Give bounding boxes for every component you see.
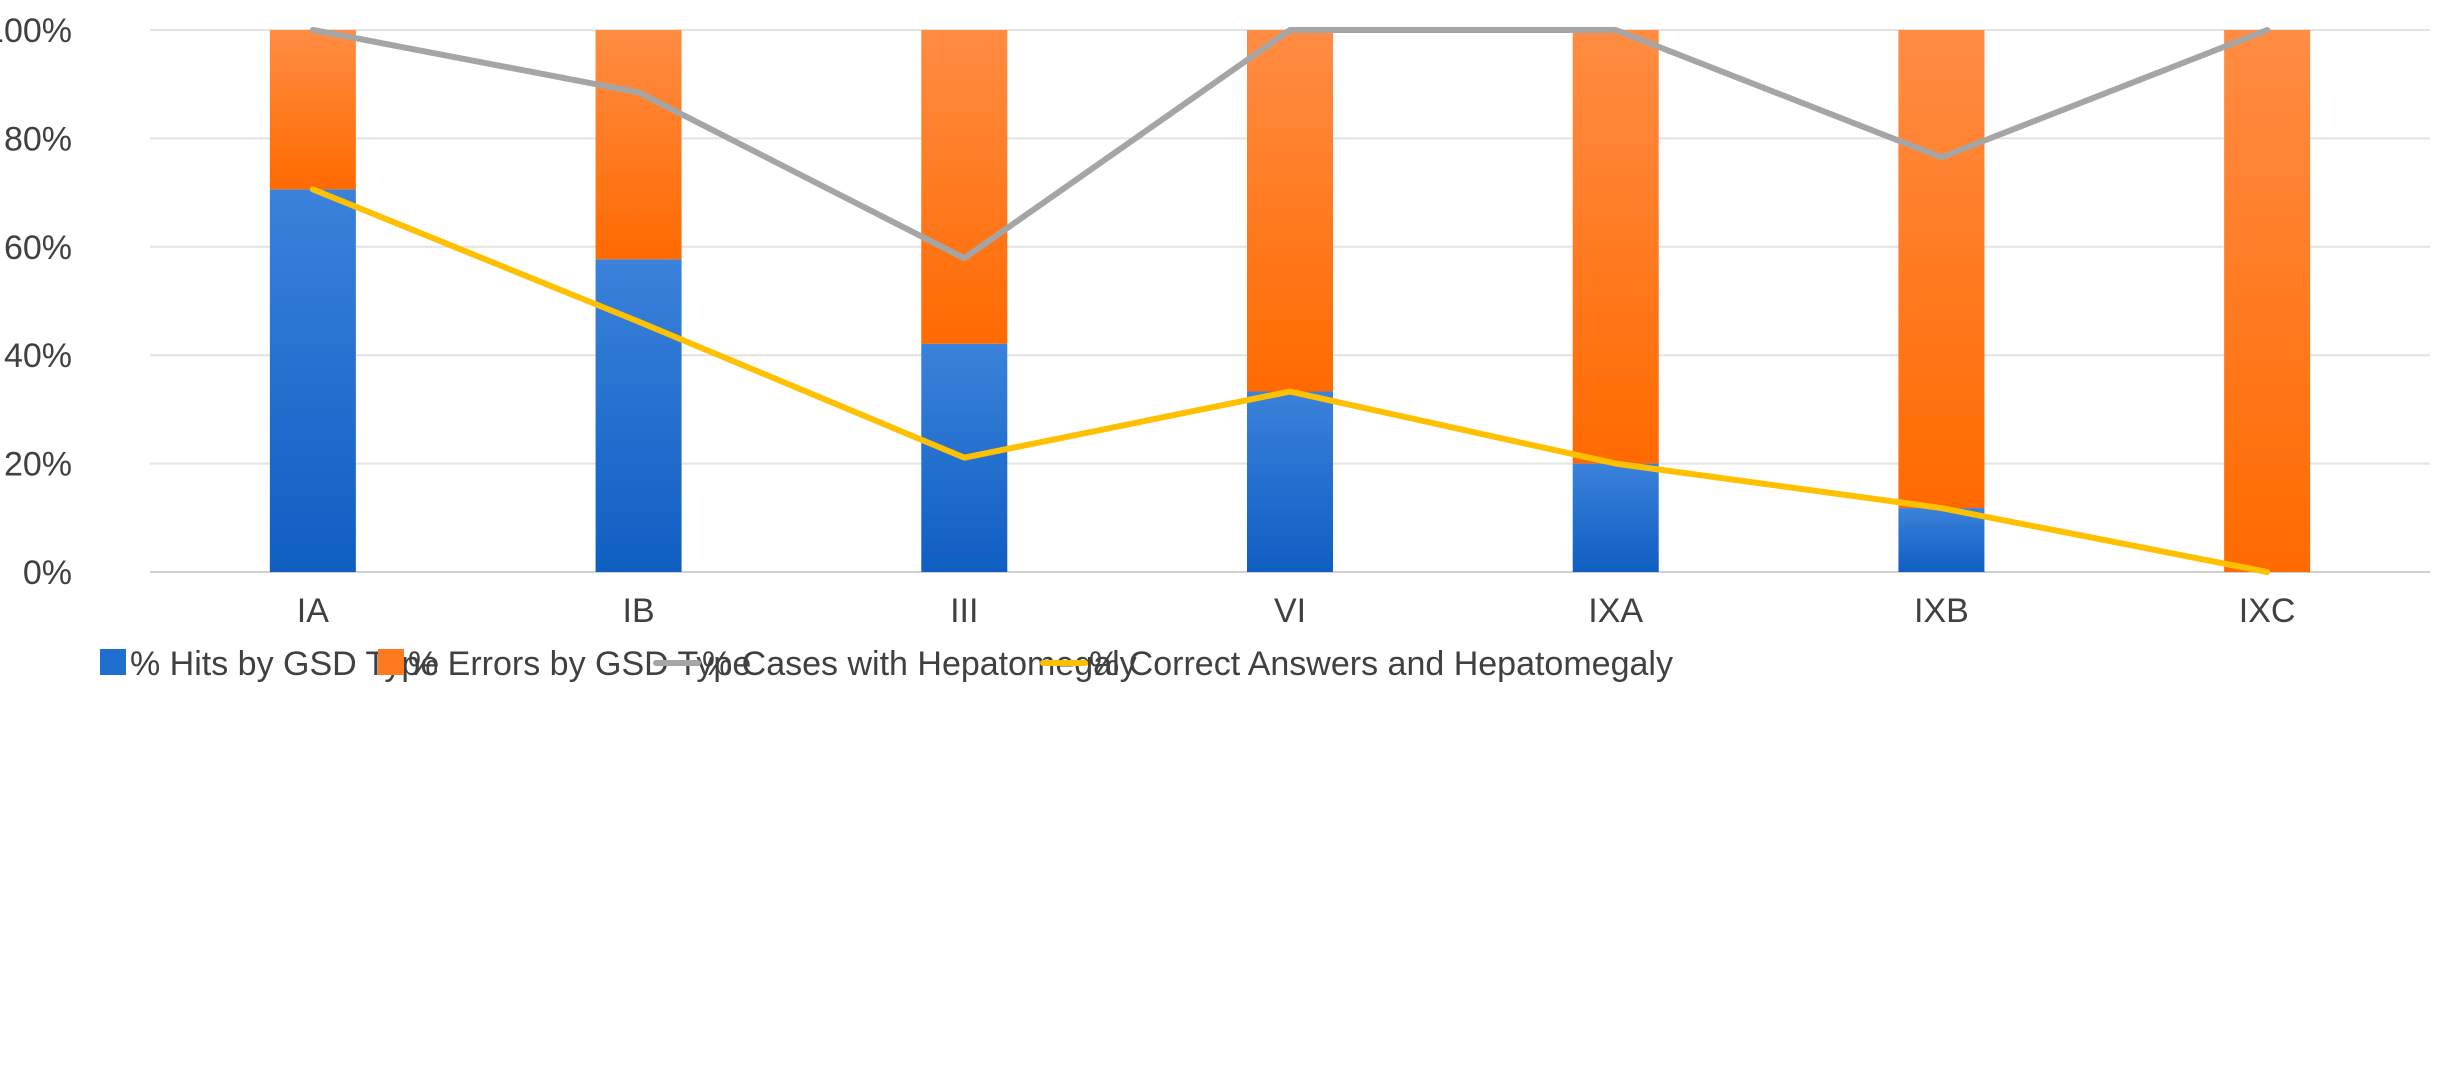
x-tick-label-IXC: IXC [2239, 592, 2296, 630]
y-tick-label: 0% [23, 554, 72, 592]
bar-errors-IXB [1898, 30, 1985, 509]
legend-swatch-1 [100, 649, 126, 675]
bars [269, 30, 2311, 572]
bar-errors-IXC [2224, 30, 2311, 572]
y-tick-label: 40% [4, 337, 72, 375]
x-tick-label-III: III [950, 592, 978, 630]
line-series-1 [309, 27, 2271, 262]
y-tick-label: 60% [4, 229, 72, 267]
bar-hits-VI [1247, 391, 1333, 572]
bar-errors-IXA [1572, 30, 1659, 464]
x-tick-label-VI: VI [1274, 592, 1306, 630]
bar-errors-IB [595, 30, 682, 260]
bar-errors-III [921, 30, 1008, 344]
x-tick-label-IA: IA [297, 592, 329, 630]
bar-errors-VI [1247, 30, 1333, 392]
y-tick-label: 20% [4, 446, 72, 484]
x-tick-label-IXB: IXB [1914, 592, 1969, 630]
y-tick-label: 100% [0, 12, 72, 50]
bar-hits-IXB [1898, 508, 1985, 572]
legend: % Hits by GSD Type% Errors by GSD Type% … [100, 645, 1673, 683]
line-series-2 [309, 186, 2271, 575]
x-axis-ticks: IA IB III VI IXA IXB IXC [297, 592, 2296, 630]
bar-errors-IA [269, 30, 356, 190]
series-lines [309, 27, 2271, 575]
bar-hits-IA [269, 189, 356, 572]
y-axis-ticks: 0% 20% 40% 60% 80% 100% [0, 12, 72, 592]
legend-label-4: % Correct Answers and Hepatomegaly [1089, 645, 1673, 683]
x-tick-label-IB: IB [623, 592, 655, 630]
y-tick-label: 80% [4, 120, 72, 158]
legend-swatch-2 [378, 649, 404, 675]
x-tick-label-IXA: IXA [1588, 592, 1643, 630]
bar-hits-IXA [1572, 463, 1659, 572]
